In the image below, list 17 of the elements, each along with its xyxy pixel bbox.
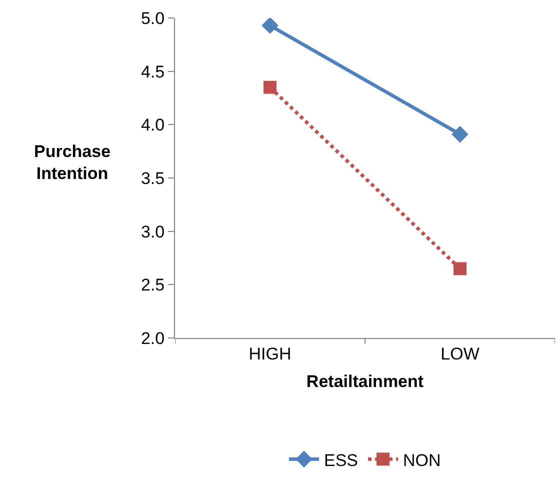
legend-label: NON bbox=[403, 450, 441, 470]
x-axis-title: Retailtainment bbox=[306, 372, 424, 391]
y-tick-label: 5.0 bbox=[140, 8, 165, 28]
y-tick-label: 2.0 bbox=[140, 328, 165, 348]
y-tick-label: 3.0 bbox=[140, 222, 165, 242]
y-tick-label: 4.5 bbox=[140, 62, 165, 82]
legend-label: ESS bbox=[324, 450, 358, 470]
point bbox=[452, 126, 468, 143]
y-axis-title: Purchase Intention bbox=[34, 142, 111, 184]
y-tick-label: 4.0 bbox=[140, 116, 165, 135]
y-tick-label: 2.5 bbox=[140, 276, 165, 295]
x-tick-label: HIGH bbox=[248, 344, 292, 364]
point bbox=[264, 80, 276, 94]
x-tick-label: LOW bbox=[440, 344, 480, 364]
y-tick-label: 3.5 bbox=[140, 168, 165, 188]
point bbox=[454, 262, 466, 276]
point bbox=[262, 18, 278, 34]
